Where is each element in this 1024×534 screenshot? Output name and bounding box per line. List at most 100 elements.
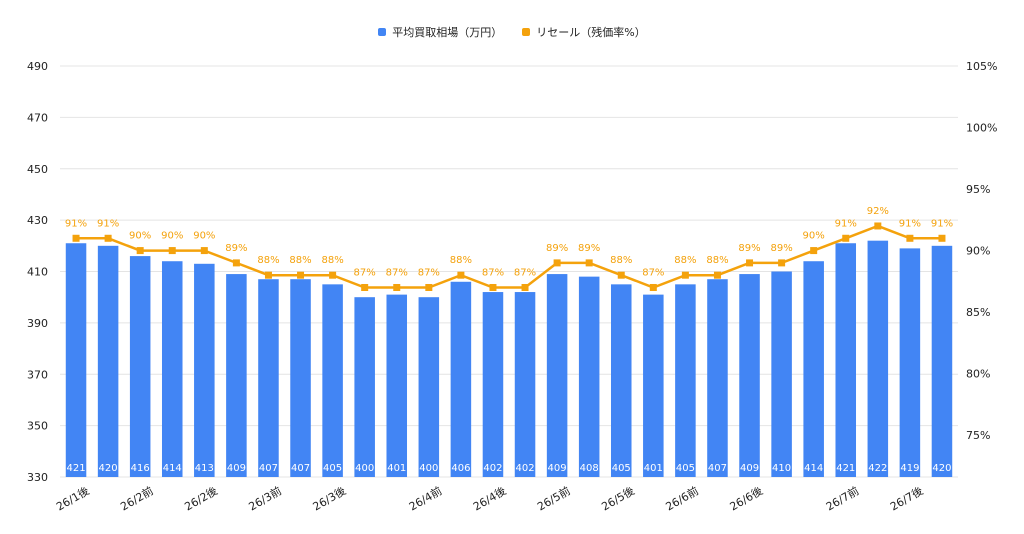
bar — [450, 281, 472, 477]
line-marker — [521, 283, 529, 291]
line-value-label: 89% — [225, 243, 247, 254]
bar-value-label: 413 — [195, 463, 214, 474]
bar — [835, 243, 857, 477]
y-right-tick-label: 80% — [966, 368, 990, 381]
line-value-label: 90% — [803, 231, 825, 242]
line-value-label: 91% — [97, 218, 119, 229]
y-left-tick-label: 490 — [27, 60, 48, 73]
line-marker — [778, 259, 786, 267]
line-value-label: 88% — [610, 255, 632, 266]
line-marker — [136, 247, 144, 255]
legend-label-resale: リセール（残価率%） — [536, 26, 646, 39]
line-marker — [713, 271, 721, 279]
x-tick-label: 26/1後 — [54, 483, 92, 513]
bar — [226, 274, 247, 477]
line-value-label: 89% — [770, 243, 792, 254]
bar — [161, 261, 183, 477]
line-value-label: 88% — [450, 255, 472, 266]
x-tick-label: 26/7前 — [823, 483, 861, 513]
bar-value-label: 405 — [612, 463, 631, 474]
bar-value-label: 406 — [451, 463, 470, 474]
bar — [546, 274, 568, 477]
series-line-resale — [76, 224, 942, 289]
bar — [643, 294, 664, 477]
line-marker — [906, 234, 914, 242]
bar-value-label: 420 — [932, 463, 951, 474]
bar-value-label: 421 — [836, 463, 855, 474]
bar-value-label: 401 — [644, 463, 663, 474]
bar — [386, 294, 408, 477]
bar-value-label: 422 — [868, 463, 887, 474]
legend: 平均買取相場（万円） リセール（残価率%） — [0, 24, 1024, 40]
line-value-label: 87% — [482, 267, 504, 278]
line-marker — [329, 271, 337, 279]
line-marker — [393, 283, 401, 291]
line-value-label: 90% — [129, 231, 151, 242]
line-marker — [681, 271, 689, 279]
bar — [610, 284, 632, 477]
y-left-tick-label: 450 — [27, 163, 48, 176]
y-right-tick-label: 85% — [966, 306, 990, 319]
legend-label-price: 平均買取相場（万円） — [392, 26, 503, 39]
legend-item-price[interactable]: 平均買取相場（万円） — [378, 24, 502, 40]
y-right-tick-label: 105% — [966, 60, 997, 73]
y-left-tick-label: 430 — [27, 214, 48, 227]
line-marker — [489, 283, 497, 291]
bar — [258, 279, 279, 477]
x-tick-label: 26/7後 — [887, 483, 925, 513]
bar-value-label: 405 — [323, 463, 342, 474]
bar-value-label: 408 — [580, 463, 599, 474]
line-marker — [842, 234, 850, 242]
y-right-tick-label: 75% — [966, 429, 990, 442]
line-value-label: 88% — [289, 255, 311, 266]
bar — [194, 263, 215, 477]
line-value-label: 90% — [161, 231, 183, 242]
y-right-tick-label: 90% — [966, 245, 990, 258]
bar-value-label: 421 — [66, 463, 85, 474]
line-value-label: 89% — [546, 243, 568, 254]
x-tick-label: 26/2後 — [182, 483, 220, 513]
bar-value-label: 409 — [740, 463, 759, 474]
x-tick-label: 26/3前 — [246, 483, 284, 513]
line-value-label: 89% — [738, 243, 760, 254]
bar-value-label: 405 — [676, 463, 695, 474]
line-marker — [361, 283, 369, 291]
legend-swatch-bar — [378, 28, 387, 36]
bar-value-label: 407 — [708, 463, 727, 474]
x-tick-label: 26/4前 — [406, 483, 444, 513]
line-value-label: 88% — [706, 255, 728, 266]
x-tick-label: 26/3後 — [310, 483, 348, 513]
y-left-tick-label: 370 — [27, 368, 48, 381]
y-left-tick-label: 390 — [27, 317, 48, 330]
bar-value-label: 402 — [483, 463, 502, 474]
bar-value-label: 400 — [419, 463, 438, 474]
line-marker — [232, 259, 240, 267]
bar — [290, 279, 311, 477]
y-right-tick-label: 100% — [966, 122, 997, 135]
bar-value-label: 400 — [355, 463, 374, 474]
x-tick-label: 26/2前 — [118, 483, 156, 513]
bar — [771, 271, 792, 477]
bar-value-label: 401 — [387, 463, 406, 474]
line-marker — [810, 247, 818, 255]
y-right-tick-label: 95% — [966, 183, 990, 196]
legend-item-resale[interactable]: リセール（残価率%） — [522, 24, 646, 40]
line-value-label: 87% — [418, 267, 440, 278]
bar — [707, 279, 728, 477]
bar-value-label: 419 — [900, 463, 919, 474]
line-marker — [457, 271, 465, 279]
line-marker — [585, 259, 593, 267]
bar — [514, 292, 536, 477]
bar-value-label: 402 — [515, 463, 534, 474]
bar — [418, 297, 440, 477]
line-marker — [746, 259, 754, 267]
bar-value-label: 407 — [259, 463, 278, 474]
line-value-label: 87% — [514, 267, 536, 278]
line-marker — [649, 283, 657, 291]
bar — [97, 245, 119, 477]
bar — [803, 261, 824, 477]
line-marker — [200, 247, 208, 255]
bar — [899, 248, 921, 477]
line-value-label: 88% — [321, 255, 343, 266]
